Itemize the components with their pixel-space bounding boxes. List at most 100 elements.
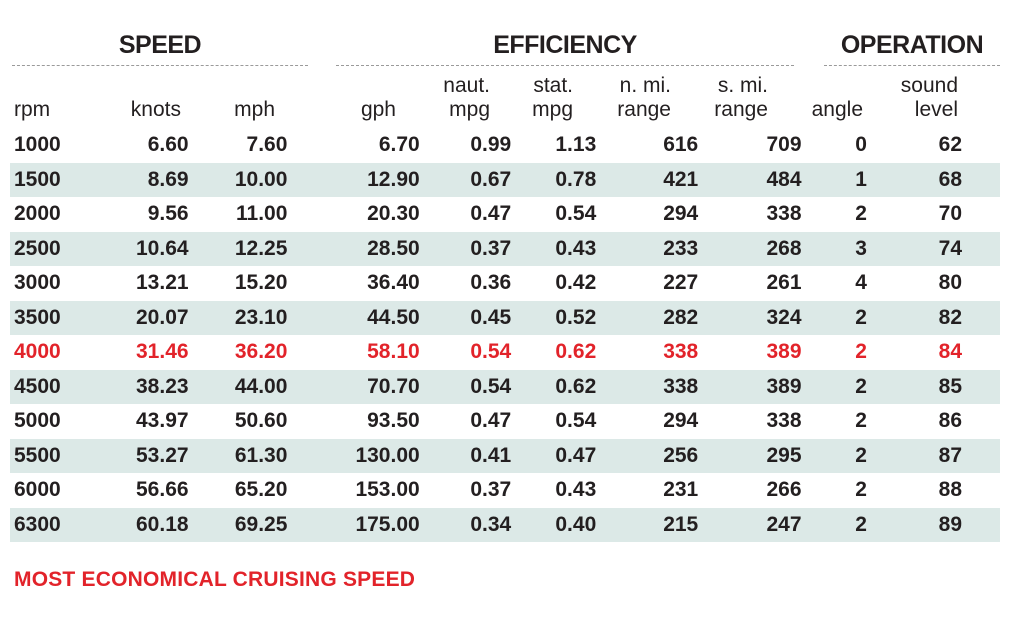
cell-n-mi-range: 256 — [606, 438, 701, 473]
table-row: 3500 20.07 23.10 44.50 0.45 0.52 282 324 2 82 — [10, 300, 1000, 335]
col-header-line: range — [714, 98, 768, 121]
table-row: 1000 6.60 7.60 6.70 0.99 1.13 616 709 0 62 — [10, 128, 1000, 163]
cell-s-mi-range: 709 — [766, 133, 802, 157]
cell-sound-level: 68 — [900, 162, 1000, 197]
cell-s-mi-range: 484 — [700, 162, 802, 197]
col-header-line: mpg — [532, 98, 573, 121]
cell-s-mi-range: 338 — [766, 409, 802, 433]
cell-mph: 36.20 — [234, 340, 288, 364]
cell-n-mi-range: 294 — [663, 409, 699, 433]
col-header-line: knots — [130, 98, 181, 121]
cell-rpm: 5500 — [10, 438, 84, 473]
cell-angle: 2 — [855, 202, 867, 226]
col-header-rpm: rpm — [10, 70, 80, 122]
cell-stat-mpg: 0.62 — [555, 340, 597, 364]
cell-gph: 12.90 — [303, 162, 428, 197]
cell-gph: 70.70 — [303, 369, 428, 404]
cell-n-mi-range: 282 — [606, 300, 701, 335]
cell-stat-mpg: 0.54 — [555, 409, 597, 433]
table-row: 2000 9.56 11.00 20.30 0.47 0.54 294 338 2 70 — [10, 197, 1000, 232]
cell-naut-mpg: 0.47 — [470, 409, 512, 433]
cell-naut-mpg: 0.67 — [427, 162, 512, 197]
cell-knots: 60.18 — [83, 507, 189, 542]
cell-naut-mpg: 0.54 — [427, 369, 512, 404]
cell-sound-level: 89 — [900, 507, 1000, 542]
cell-rpm: 6300 — [10, 507, 84, 542]
col-header-line: n. mi. — [619, 74, 671, 97]
cell-gph: 93.50 — [367, 409, 420, 433]
col-header-s-mi-range: s. mi. range — [671, 70, 768, 122]
cell-s-mi-range: 268 — [700, 231, 802, 266]
col-header-line: naut. — [443, 74, 490, 97]
cell-stat-mpg: 0.42 — [555, 271, 597, 295]
col-header-line: gph — [360, 98, 396, 121]
cell-n-mi-range: 294 — [663, 202, 699, 226]
cell-rpm: 4500 — [10, 369, 84, 404]
group-title-efficiency: EFFICIENCY — [493, 31, 637, 59]
col-header-stat-mpg: stat. mpg — [490, 70, 581, 122]
cell-sound-level: 70 — [938, 202, 962, 226]
cell-rpm: 2000 — [14, 202, 61, 226]
cell-angle: 4 — [855, 271, 867, 295]
cell-naut-mpg: 0.99 — [470, 133, 512, 157]
cell-s-mi-range: 247 — [700, 507, 802, 542]
cell-angle: 2 — [855, 409, 867, 433]
cell-knots: 43.97 — [136, 409, 189, 433]
cell-rpm: 1000 — [14, 133, 61, 157]
col-header-line: angle — [811, 98, 863, 121]
col-header-line: sound — [900, 74, 958, 97]
cell-naut-mpg: 0.47 — [470, 202, 512, 226]
cell-n-mi-range: 338 — [606, 369, 701, 404]
table-row: 5500 53.27 61.30 130.00 0.41 0.47 256 295 2 87 — [10, 438, 1000, 473]
cell-rpm: 5000 — [14, 409, 61, 433]
cell-rpm: 3000 — [14, 271, 61, 295]
cell-stat-mpg: 0.47 — [511, 438, 607, 473]
cell-n-mi-range: 338 — [663, 340, 699, 364]
group-title-operation: OPERATION — [840, 31, 984, 59]
table-row: 4500 38.23 44.00 70.70 0.54 0.62 338 389 2 85 — [10, 369, 1000, 404]
cell-sound-level: 74 — [900, 231, 1000, 266]
cell-gph: 130.00 — [303, 438, 428, 473]
cell-angle: 3 — [801, 231, 901, 266]
cell-n-mi-range: 215 — [606, 507, 701, 542]
cell-n-mi-range: 233 — [606, 231, 701, 266]
cell-naut-mpg: 0.37 — [470, 478, 512, 502]
cell-sound-level: 86 — [938, 409, 962, 433]
cell-s-mi-range: 338 — [766, 202, 802, 226]
cell-knots: 10.64 — [83, 231, 189, 266]
cell-knots: 38.23 — [83, 369, 189, 404]
col-header-angle: angle — [768, 70, 863, 122]
cell-gph: 58.10 — [367, 340, 420, 364]
col-header-mph: mph — [181, 70, 291, 122]
cell-mph: 15.20 — [234, 271, 288, 295]
cell-naut-mpg: 0.37 — [427, 231, 512, 266]
speed-divider — [12, 65, 308, 66]
cell-s-mi-range: 295 — [700, 438, 802, 473]
col-header-naut-mpg: naut. mpg — [410, 70, 490, 122]
performance-table: 1000 6.60 7.60 6.70 0.99 1.13 616 709 0 62 1500 8.6… — [10, 128, 1000, 542]
cell-s-mi-range: 324 — [700, 300, 802, 335]
cell-mph: 23.10 — [188, 300, 304, 335]
cell-angle: 2 — [801, 300, 901, 335]
cell-sound-level: 80 — [938, 271, 962, 295]
cell-gph: 20.30 — [367, 202, 420, 226]
cell-mph: 44.00 — [188, 369, 304, 404]
col-header-gph: gph — [291, 70, 410, 122]
cell-gph: 6.70 — [378, 133, 420, 157]
cell-stat-mpg: 0.52 — [511, 300, 607, 335]
cell-angle: 2 — [801, 369, 901, 404]
cell-s-mi-range: 389 — [700, 369, 802, 404]
cell-mph: 65.20 — [234, 478, 288, 502]
cell-stat-mpg: 0.43 — [555, 478, 597, 502]
cell-mph: 69.25 — [188, 507, 304, 542]
cell-s-mi-range: 389 — [766, 340, 802, 364]
cell-naut-mpg: 0.54 — [470, 340, 512, 364]
cell-knots: 9.56 — [147, 202, 189, 226]
cell-mph: 11.00 — [236, 202, 288, 226]
cell-stat-mpg: 0.54 — [555, 202, 597, 226]
col-header-n-mi-range: n. mi. range — [581, 70, 671, 122]
cell-mph: 61.30 — [188, 438, 304, 473]
cell-naut-mpg: 0.36 — [470, 271, 512, 295]
cell-rpm: 6000 — [14, 478, 61, 502]
cell-stat-mpg: 0.78 — [511, 162, 607, 197]
